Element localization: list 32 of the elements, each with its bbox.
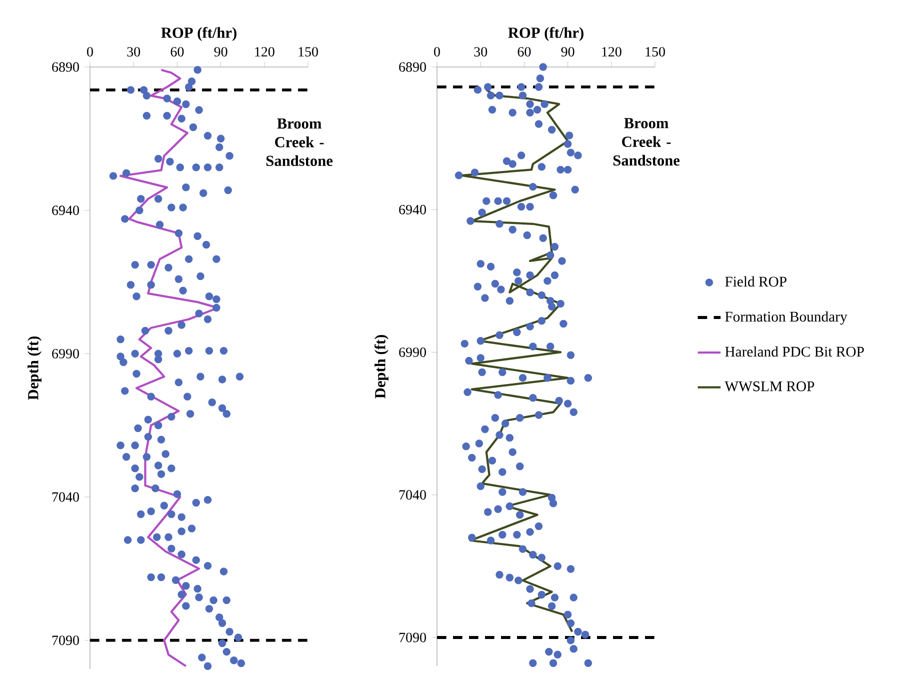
x-tick-label: 0 [434, 47, 440, 57]
x-tick-label: 90 [214, 47, 228, 57]
x-tick-label: 30 [474, 47, 488, 57]
y-tick-label: 7090 [399, 632, 426, 642]
x-tick-label: 60 [170, 47, 184, 57]
y-tick-label: 6890 [399, 62, 426, 72]
y-tick-label: 7040 [399, 490, 426, 500]
x-tick-label: 90 [561, 47, 574, 57]
legend-label: Field ROP [725, 276, 786, 287]
x-tick-label: 60 [518, 47, 531, 57]
y-tick-label: 6990 [52, 348, 79, 358]
y-axis-title: Depth (ft) [27, 336, 42, 400]
x-tick-label: 120 [602, 47, 622, 57]
y-tick-label: 6890 [52, 62, 79, 72]
text: Hareland PDC Bit ROP [725, 346, 864, 357]
x-tick-label: 150 [646, 47, 665, 57]
y-tick-label: 6990 [399, 348, 426, 357]
y-axis-title: Depth (ft) [374, 335, 388, 398]
x-tick-label: 0 [87, 47, 93, 57]
x-tick-label: 30 [127, 47, 140, 57]
y-tick-label: 7090 [52, 636, 79, 646]
legend-label: Formation Boundary [725, 311, 848, 325]
x-tick-label: 120 [255, 47, 274, 57]
annotation: Broom Creek - Sandstone [613, 118, 680, 166]
y-tick-label: 6940 [52, 206, 79, 216]
x-tick-label: 150 [298, 47, 318, 57]
x-axis-title: ROP (ft/hr) [508, 26, 584, 42]
y-tick-label: 6940 [399, 204, 426, 214]
y-tick-label: 7040 [52, 492, 79, 502]
x-axis-title: ROP (ft/hr) [161, 26, 236, 42]
legend-label: WWSLM ROP [724, 381, 814, 392]
annotation: Broom Creek - Sandstone [266, 118, 333, 166]
